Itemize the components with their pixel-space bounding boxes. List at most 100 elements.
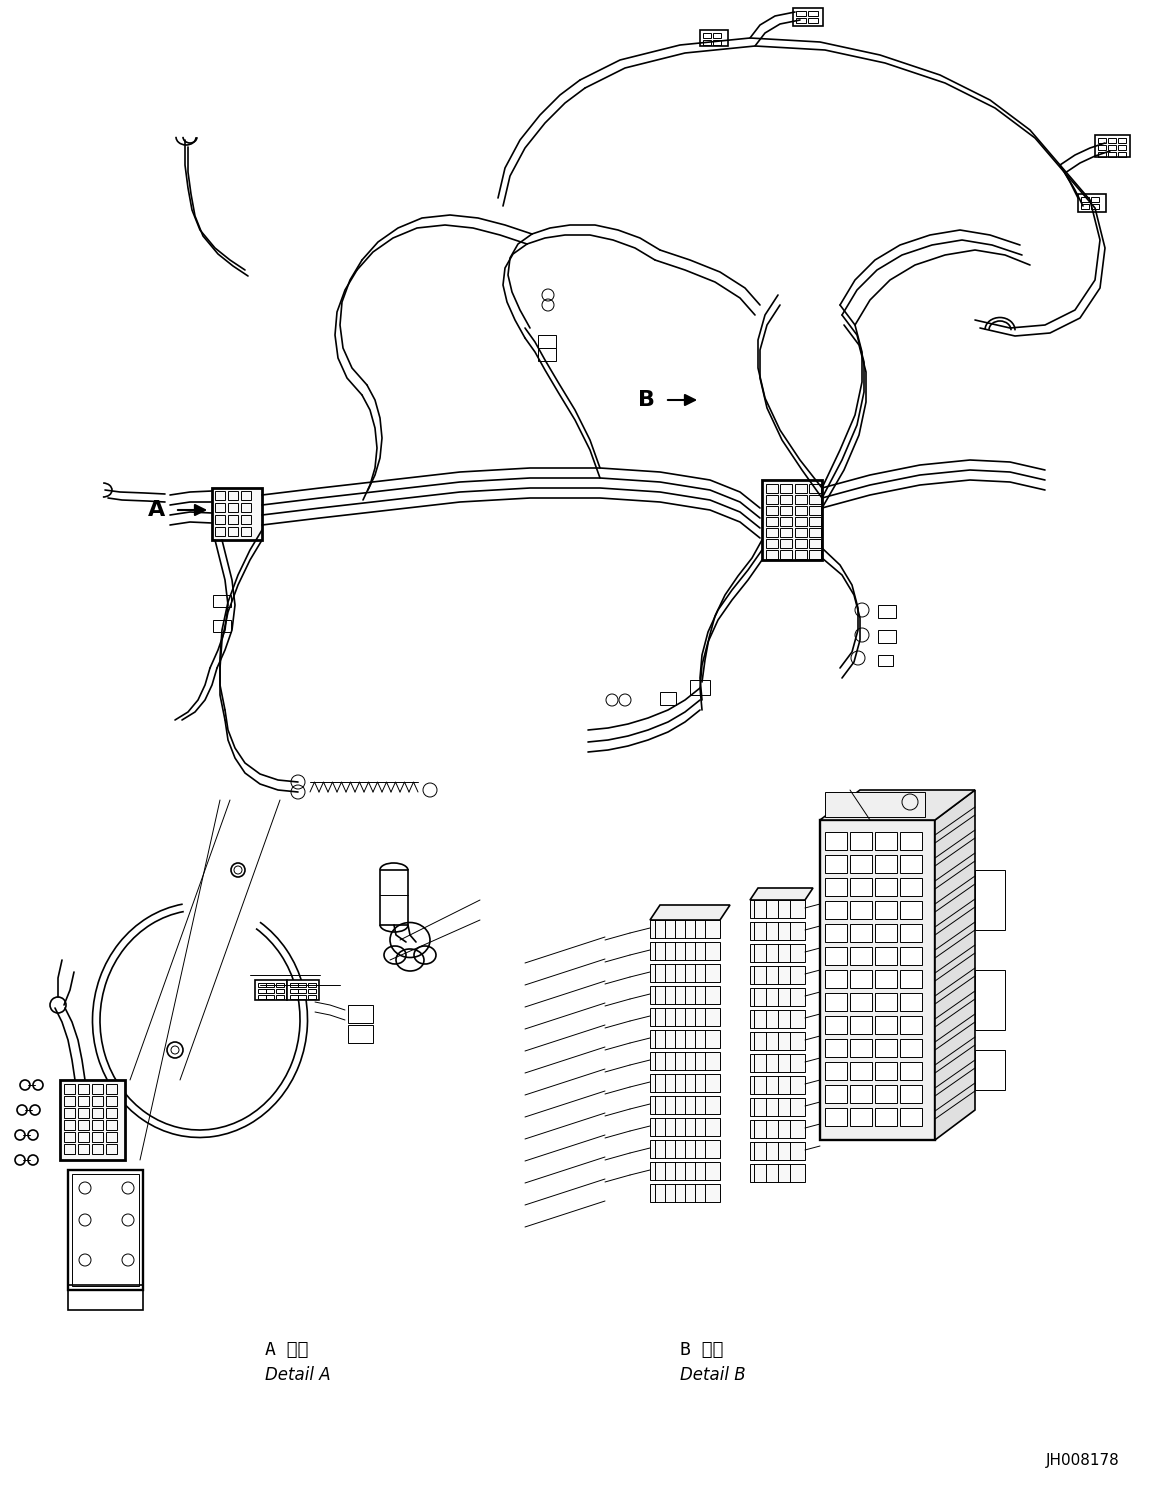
Bar (878, 630, 896, 642)
Bar (875, 833, 897, 851)
Bar (78, 1108, 90, 1118)
Bar (795, 528, 807, 537)
Bar (750, 1164, 805, 1182)
Bar (875, 855, 897, 873)
Bar (809, 528, 821, 537)
Bar (825, 1039, 847, 1057)
Bar (650, 1161, 720, 1181)
Bar (255, 980, 287, 999)
Bar (213, 620, 231, 632)
Bar (850, 970, 872, 987)
Bar (106, 1108, 117, 1118)
Bar (875, 1108, 897, 1126)
Bar (92, 1108, 104, 1118)
Bar (713, 40, 721, 45)
Bar (1098, 138, 1106, 143)
Bar (809, 506, 821, 515)
Bar (850, 833, 872, 851)
Bar (795, 483, 807, 494)
Bar (1080, 204, 1089, 210)
Bar (900, 1016, 922, 1033)
Bar (850, 993, 872, 1011)
Bar (78, 1132, 90, 1142)
Bar (650, 1008, 720, 1026)
Bar (1096, 135, 1130, 158)
Bar (650, 920, 720, 938)
Bar (241, 526, 251, 535)
Bar (750, 944, 805, 962)
Bar (780, 483, 792, 494)
Bar (900, 855, 922, 873)
Bar (1091, 204, 1099, 210)
Bar (106, 1084, 117, 1094)
Bar (825, 833, 847, 851)
Bar (875, 947, 897, 965)
Bar (900, 877, 922, 897)
Bar (875, 1016, 897, 1033)
Bar (241, 491, 251, 500)
Bar (1118, 152, 1126, 158)
Bar (975, 1050, 1005, 1090)
Bar (825, 1016, 847, 1033)
Bar (750, 1010, 805, 1028)
Bar (875, 1039, 897, 1057)
Bar (258, 995, 266, 999)
Bar (650, 986, 720, 1004)
Bar (298, 995, 306, 999)
Bar (900, 901, 922, 919)
Text: B: B (638, 390, 655, 410)
Bar (900, 1062, 922, 1080)
Bar (850, 1062, 872, 1080)
Bar (700, 30, 728, 46)
Bar (975, 970, 1005, 1030)
Bar (92, 1132, 104, 1142)
Bar (825, 993, 847, 1011)
Text: Detail A: Detail A (265, 1367, 330, 1384)
Bar (298, 983, 306, 987)
Bar (1098, 152, 1106, 158)
Bar (900, 1039, 922, 1057)
Bar (875, 901, 897, 919)
Bar (290, 983, 298, 987)
Bar (825, 970, 847, 987)
Bar (900, 1086, 922, 1103)
Bar (750, 1032, 805, 1050)
Text: A: A (148, 500, 165, 520)
Bar (78, 1096, 90, 1106)
Bar (850, 877, 872, 897)
Bar (900, 923, 922, 941)
Bar (106, 1120, 117, 1130)
Bar (228, 515, 238, 523)
Bar (825, 947, 847, 965)
Bar (276, 989, 284, 993)
Bar (809, 517, 821, 526)
Bar (825, 1108, 847, 1126)
Bar (766, 495, 778, 504)
Bar (808, 18, 818, 22)
Bar (258, 983, 266, 987)
Bar (1118, 138, 1126, 143)
Bar (850, 1108, 872, 1126)
Bar (780, 550, 792, 559)
Bar (878, 654, 893, 666)
Bar (795, 506, 807, 515)
Bar (348, 1005, 373, 1023)
Bar (92, 1144, 104, 1154)
Bar (900, 947, 922, 965)
Bar (766, 483, 778, 494)
Bar (850, 901, 872, 919)
Bar (825, 923, 847, 941)
Bar (348, 1025, 373, 1042)
Bar (795, 495, 807, 504)
Bar (900, 1108, 922, 1126)
Bar (64, 1132, 74, 1142)
Text: B 詳細: B 詳細 (680, 1341, 723, 1359)
Bar (650, 1074, 720, 1091)
Bar (67, 1285, 143, 1310)
Bar (212, 488, 262, 540)
Bar (795, 517, 807, 526)
Bar (308, 995, 316, 999)
Bar (290, 989, 298, 993)
Bar (875, 1086, 897, 1103)
Bar (900, 970, 922, 987)
